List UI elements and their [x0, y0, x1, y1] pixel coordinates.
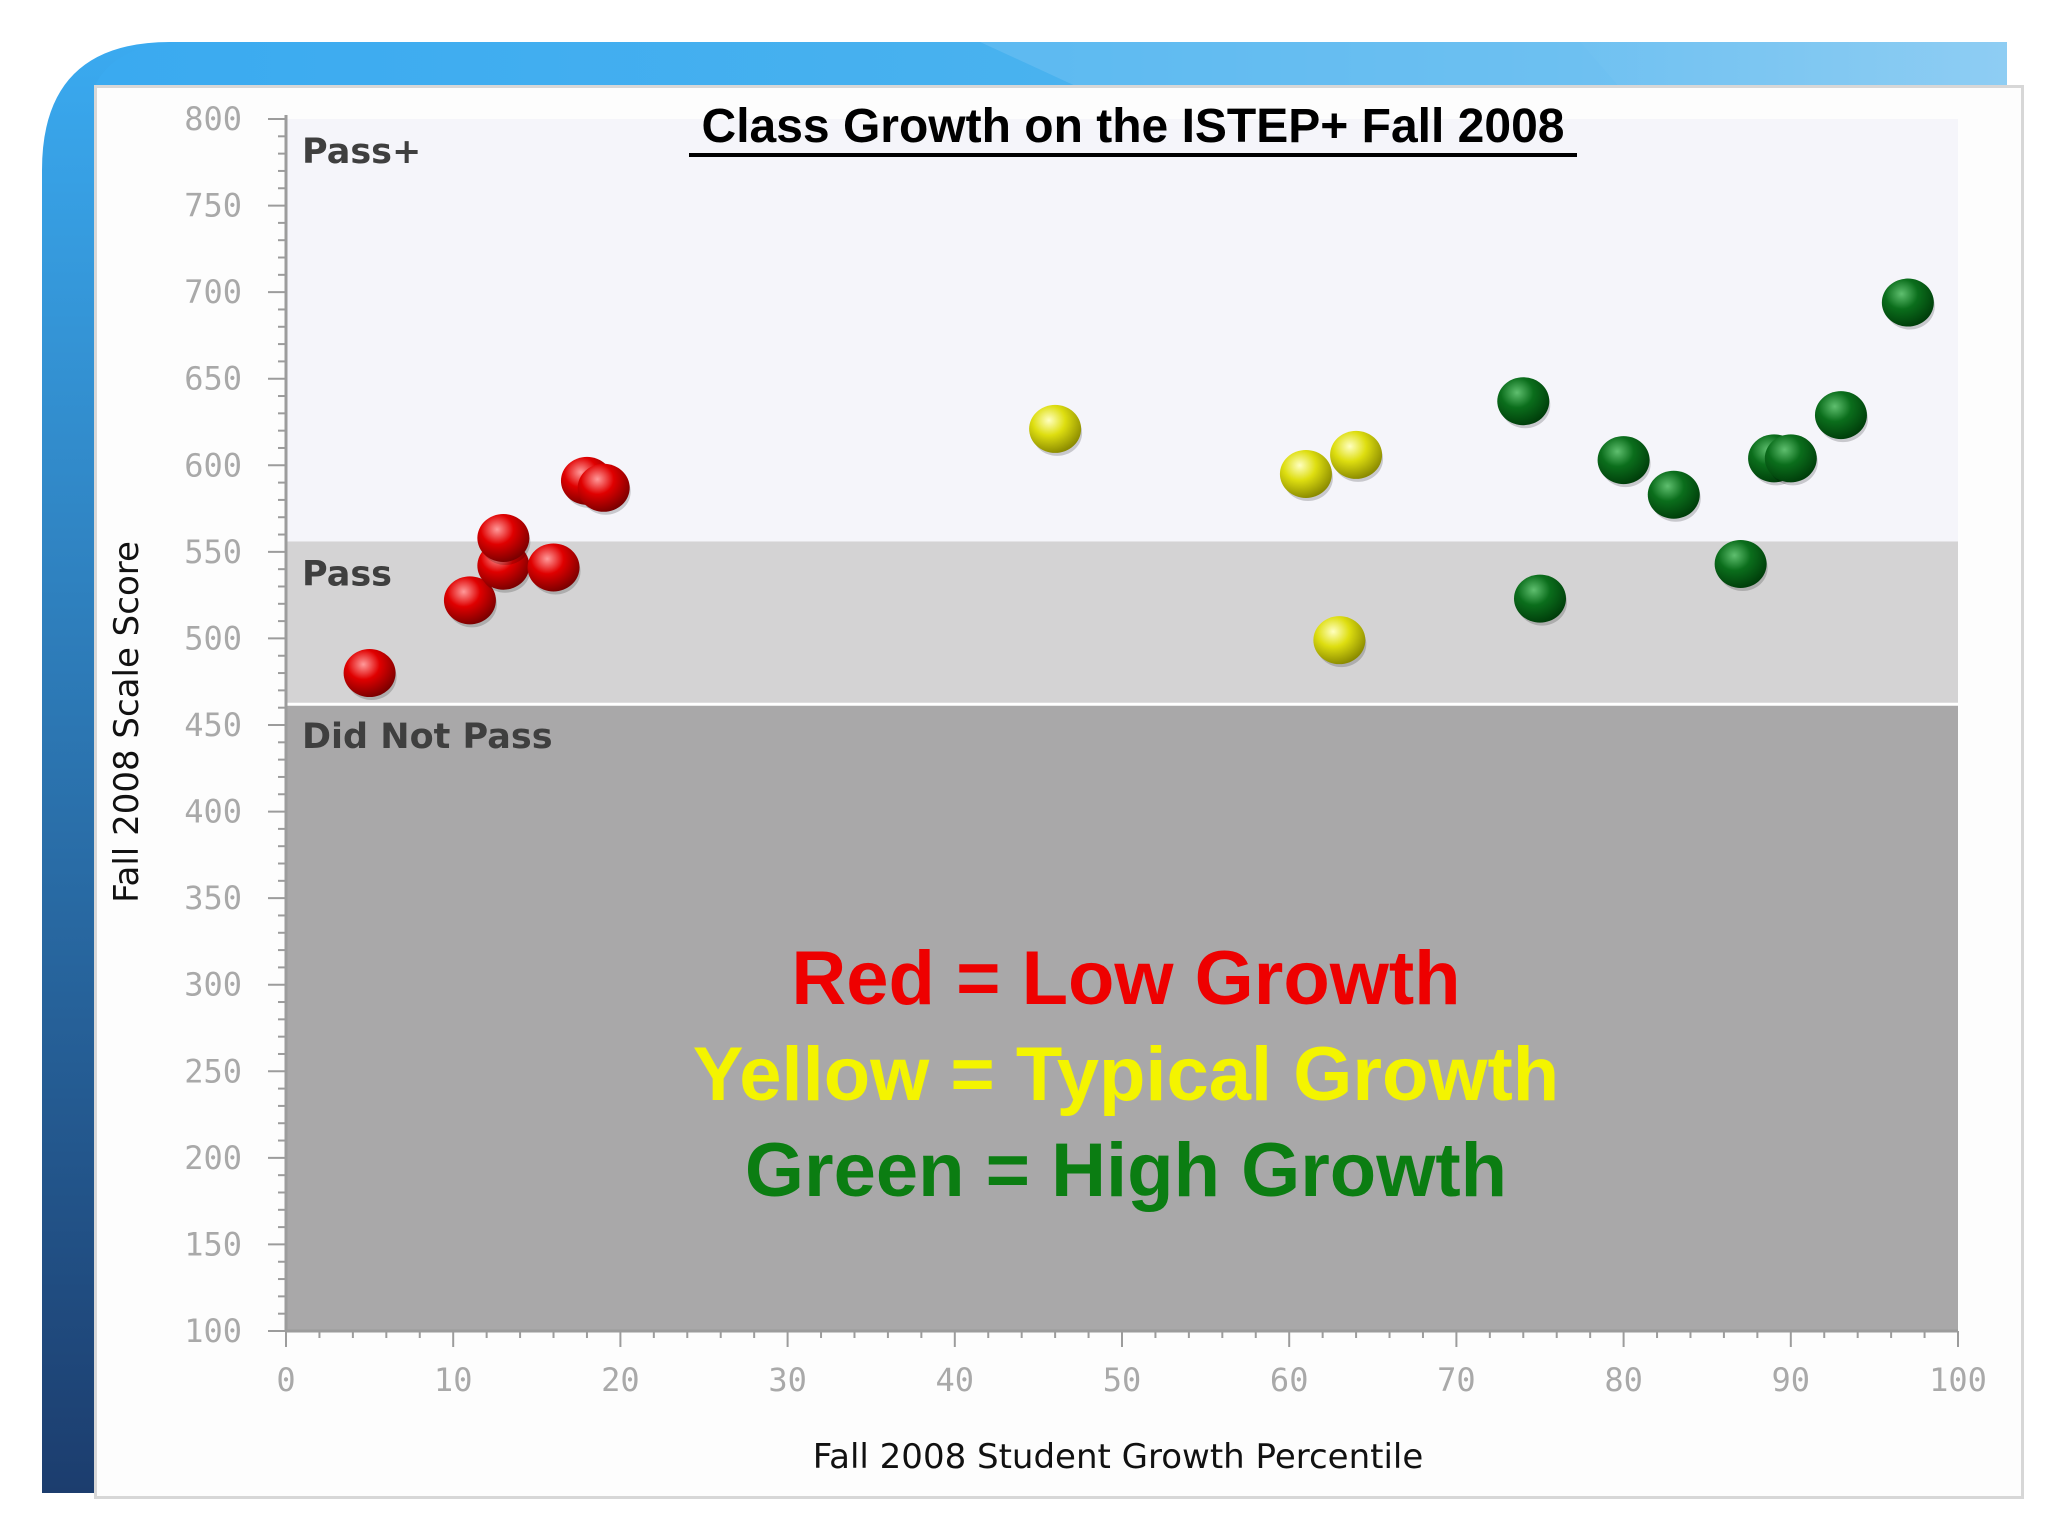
y-tick-label: 100 — [184, 1312, 242, 1350]
y-tick-label: 450 — [184, 706, 242, 744]
point-high-growth-0 — [1497, 377, 1550, 426]
band-2 — [286, 704, 1958, 1331]
band-label-0: Pass+ — [302, 132, 421, 172]
x-tick-label: 0 — [276, 1361, 295, 1399]
point-low-growth-4 — [527, 543, 580, 592]
band-label-1: Pass — [302, 554, 392, 594]
point-low-growth-1 — [443, 576, 496, 625]
y-axis-title: Fall 2008 Scale Score — [107, 541, 147, 903]
point-typical-growth-2 — [1313, 616, 1366, 665]
y-tick-label: 500 — [184, 619, 242, 657]
y-tick-label: 750 — [184, 187, 242, 225]
point-high-growth-3 — [1647, 470, 1700, 519]
y-tick-label: 250 — [184, 1052, 242, 1090]
x-tick-label: 40 — [936, 1361, 975, 1399]
point-typical-growth-0 — [1029, 404, 1082, 453]
point-high-growth-7 — [1814, 391, 1867, 440]
x-tick-label: 80 — [1604, 1361, 1643, 1399]
y-tick-label: 650 — [184, 360, 242, 398]
legend-low-growth: Red = Low Growth — [791, 936, 1460, 1021]
data-points — [343, 278, 1935, 701]
y-tick-label: 350 — [184, 879, 242, 917]
x-tick-label: 90 — [1772, 1361, 1811, 1399]
point-typical-growth-3 — [1330, 430, 1383, 479]
band-label-2: Did Not Pass — [302, 717, 553, 757]
point-high-growth-2 — [1597, 436, 1650, 485]
point-low-growth-6 — [577, 463, 630, 512]
point-high-growth-1 — [1514, 574, 1566, 623]
legend-typical-growth: Yellow = Typical Growth — [693, 1032, 1559, 1117]
point-low-growth-0 — [343, 649, 396, 698]
chart-title: Class Growth on the ISTEP+ Fall 2008 — [702, 100, 1565, 153]
band-0 — [286, 119, 1958, 542]
y-tick-label: 300 — [184, 966, 242, 1004]
y-tick-label: 550 — [184, 533, 242, 571]
point-high-growth-8 — [1881, 278, 1934, 327]
axes: 1001502002503003504004505005506006507007… — [184, 100, 1987, 1399]
y-tick-label: 400 — [184, 793, 242, 831]
frame-top-swoosh — [980, 42, 1620, 88]
y-tick-label: 700 — [184, 273, 242, 311]
y-tick-label: 150 — [184, 1225, 242, 1263]
x-tick-label: 10 — [434, 1361, 473, 1399]
x-tick-label: 70 — [1437, 1361, 1476, 1399]
x-axis-title: Fall 2008 Student Growth Percentile — [813, 1437, 1424, 1477]
point-typical-growth-1 — [1279, 449, 1332, 498]
x-tick-label: 100 — [1929, 1361, 1987, 1399]
x-tick-label: 60 — [1270, 1361, 1309, 1399]
point-high-growth-4 — [1714, 539, 1767, 588]
x-tick-label: 20 — [601, 1361, 640, 1399]
legend-high-growth: Green = High Growth — [745, 1128, 1507, 1213]
y-tick-label: 600 — [184, 446, 242, 484]
x-tick-label: 30 — [768, 1361, 807, 1399]
point-high-growth-6 — [1764, 434, 1817, 483]
x-tick-label: 50 — [1103, 1361, 1142, 1399]
y-tick-label: 200 — [184, 1139, 242, 1177]
point-low-growth-3 — [477, 514, 530, 563]
y-tick-label: 800 — [184, 100, 242, 138]
